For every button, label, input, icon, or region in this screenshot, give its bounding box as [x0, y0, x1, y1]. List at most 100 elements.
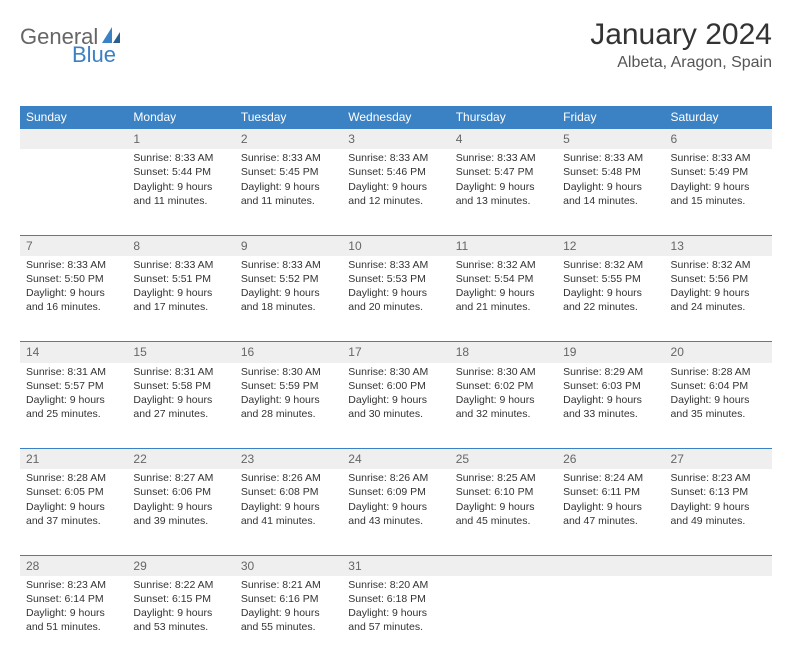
daynum-row: 21222324252627 [20, 449, 772, 470]
day-cell: Sunrise: 8:33 AMSunset: 5:45 PMDaylight:… [235, 149, 342, 235]
day-cell: Sunrise: 8:23 AMSunset: 6:13 PMDaylight:… [665, 469, 772, 555]
day-details: Sunrise: 8:27 AMSunset: 6:06 PMDaylight:… [133, 471, 228, 528]
month-title: January 2024 [590, 18, 772, 52]
content-row: Sunrise: 8:33 AMSunset: 5:44 PMDaylight:… [20, 149, 772, 235]
day-number: 23 [235, 449, 342, 470]
daylight-line: Daylight: 9 hours and 45 minutes. [456, 500, 551, 528]
weekday-header-row: Sunday Monday Tuesday Wednesday Thursday… [20, 106, 772, 129]
day-number: 8 [127, 235, 234, 256]
day-details: Sunrise: 8:21 AMSunset: 6:16 PMDaylight:… [241, 578, 336, 635]
sunrise-line: Sunrise: 8:29 AM [563, 365, 658, 379]
sunrise-line: Sunrise: 8:33 AM [348, 258, 443, 272]
sunset-line: Sunset: 5:54 PM [456, 272, 551, 286]
daylight-line: Daylight: 9 hours and 47 minutes. [563, 500, 658, 528]
day-cell: Sunrise: 8:33 AMSunset: 5:52 PMDaylight:… [235, 256, 342, 342]
sunrise-line: Sunrise: 8:33 AM [241, 151, 336, 165]
day-number: 31 [342, 555, 449, 576]
day-cell: Sunrise: 8:33 AMSunset: 5:47 PMDaylight:… [450, 149, 557, 235]
day-cell: Sunrise: 8:32 AMSunset: 5:56 PMDaylight:… [665, 256, 772, 342]
day-cell: Sunrise: 8:25 AMSunset: 6:10 PMDaylight:… [450, 469, 557, 555]
weekday-header: Saturday [665, 106, 772, 129]
weekday-header: Monday [127, 106, 234, 129]
day-cell: Sunrise: 8:33 AMSunset: 5:46 PMDaylight:… [342, 149, 449, 235]
sunset-line: Sunset: 6:14 PM [26, 592, 121, 606]
day-number: 27 [665, 449, 772, 470]
sunrise-line: Sunrise: 8:24 AM [563, 471, 658, 485]
day-number: 9 [235, 235, 342, 256]
day-cell: Sunrise: 8:26 AMSunset: 6:09 PMDaylight:… [342, 469, 449, 555]
daylight-line: Daylight: 9 hours and 24 minutes. [671, 286, 766, 314]
sunset-line: Sunset: 6:02 PM [456, 379, 551, 393]
sunset-line: Sunset: 5:51 PM [133, 272, 228, 286]
sunset-line: Sunset: 5:59 PM [241, 379, 336, 393]
daynum-row: 78910111213 [20, 235, 772, 256]
sunset-line: Sunset: 6:09 PM [348, 485, 443, 499]
day-number: 17 [342, 342, 449, 363]
daylight-line: Daylight: 9 hours and 37 minutes. [26, 500, 121, 528]
daylight-line: Daylight: 9 hours and 41 minutes. [241, 500, 336, 528]
sunrise-line: Sunrise: 8:22 AM [133, 578, 228, 592]
day-number: 3 [342, 129, 449, 150]
sunrise-line: Sunrise: 8:30 AM [348, 365, 443, 379]
daylight-line: Daylight: 9 hours and 20 minutes. [348, 286, 443, 314]
daylight-line: Daylight: 9 hours and 14 minutes. [563, 180, 658, 208]
day-number: 7 [20, 235, 127, 256]
sunrise-line: Sunrise: 8:31 AM [133, 365, 228, 379]
day-number: 11 [450, 235, 557, 256]
day-details: Sunrise: 8:33 AMSunset: 5:45 PMDaylight:… [241, 151, 336, 208]
logo-text-blue: Blue [72, 42, 116, 68]
sunset-line: Sunset: 5:52 PM [241, 272, 336, 286]
daylight-line: Daylight: 9 hours and 21 minutes. [456, 286, 551, 314]
weekday-header: Tuesday [235, 106, 342, 129]
daylight-line: Daylight: 9 hours and 13 minutes. [456, 180, 551, 208]
day-number: 29 [127, 555, 234, 576]
day-cell: Sunrise: 8:30 AMSunset: 5:59 PMDaylight:… [235, 363, 342, 449]
day-details: Sunrise: 8:30 AMSunset: 6:00 PMDaylight:… [348, 365, 443, 422]
daylight-line: Daylight: 9 hours and 39 minutes. [133, 500, 228, 528]
day-details: Sunrise: 8:28 AMSunset: 6:05 PMDaylight:… [26, 471, 121, 528]
day-details: Sunrise: 8:33 AMSunset: 5:46 PMDaylight:… [348, 151, 443, 208]
sunrise-line: Sunrise: 8:30 AM [456, 365, 551, 379]
day-cell: Sunrise: 8:33 AMSunset: 5:44 PMDaylight:… [127, 149, 234, 235]
sunrise-line: Sunrise: 8:23 AM [671, 471, 766, 485]
sunrise-line: Sunrise: 8:33 AM [241, 258, 336, 272]
sunrise-line: Sunrise: 8:33 AM [133, 258, 228, 272]
day-cell: Sunrise: 8:31 AMSunset: 5:58 PMDaylight:… [127, 363, 234, 449]
weekday-header: Friday [557, 106, 664, 129]
sunset-line: Sunset: 5:49 PM [671, 165, 766, 179]
day-number [20, 129, 127, 150]
sunset-line: Sunset: 6:10 PM [456, 485, 551, 499]
sunrise-line: Sunrise: 8:25 AM [456, 471, 551, 485]
daylight-line: Daylight: 9 hours and 57 minutes. [348, 606, 443, 634]
sunset-line: Sunset: 5:45 PM [241, 165, 336, 179]
sunrise-line: Sunrise: 8:23 AM [26, 578, 121, 592]
calendar-table: Sunday Monday Tuesday Wednesday Thursday… [20, 106, 772, 662]
day-details: Sunrise: 8:33 AMSunset: 5:47 PMDaylight:… [456, 151, 551, 208]
daynum-row: 14151617181920 [20, 342, 772, 363]
sunset-line: Sunset: 6:04 PM [671, 379, 766, 393]
content-row: Sunrise: 8:33 AM Sunset: 5:50 PM Daylight:… [20, 256, 772, 342]
day-number: 18 [450, 342, 557, 363]
day-cell: Sunrise: 8:24 AMSunset: 6:11 PMDaylight:… [557, 469, 664, 555]
daylight-line: Daylight: 9 hours and 53 minutes. [133, 606, 228, 634]
day-cell: Sunrise: 8:30 AMSunset: 6:00 PMDaylight:… [342, 363, 449, 449]
day-number: 24 [342, 449, 449, 470]
daylight-line: Daylight: 9 hours and 27 minutes. [133, 393, 228, 421]
day-details: Sunrise: 8:22 AMSunset: 6:15 PMDaylight:… [133, 578, 228, 635]
day-details: Sunrise: 8:23 AMSunset: 6:13 PMDaylight:… [671, 471, 766, 528]
sunset-line: Sunset: 5:50 PM [26, 272, 121, 286]
daylight-line: Daylight: 9 hours and 55 minutes. [241, 606, 336, 634]
weekday-header: Thursday [450, 106, 557, 129]
sunset-line: Sunset: 6:05 PM [26, 485, 121, 499]
daylight-line: Daylight: 9 hours and 35 minutes. [671, 393, 766, 421]
title-block: January 2024 Albeta, Aragon, Spain [590, 18, 772, 72]
daylight-line: Daylight: 9 hours and 51 minutes. [26, 606, 121, 634]
sunset-line: Sunset: 5:47 PM [456, 165, 551, 179]
sunrise-line: Sunrise: 8:33 AM [563, 151, 658, 165]
daylight-line: Daylight: 9 hours and 30 minutes. [348, 393, 443, 421]
day-cell: Sunrise: 8:32 AMSunset: 5:55 PMDaylight:… [557, 256, 664, 342]
sunset-line: Sunset: 5:56 PM [671, 272, 766, 286]
day-cell: Sunrise: 8:28 AMSunset: 6:04 PMDaylight:… [665, 363, 772, 449]
sunrise-line: Sunrise: 8:28 AM [26, 471, 121, 485]
day-details: Sunrise: 8:33 AMSunset: 5:44 PMDaylight:… [133, 151, 228, 208]
